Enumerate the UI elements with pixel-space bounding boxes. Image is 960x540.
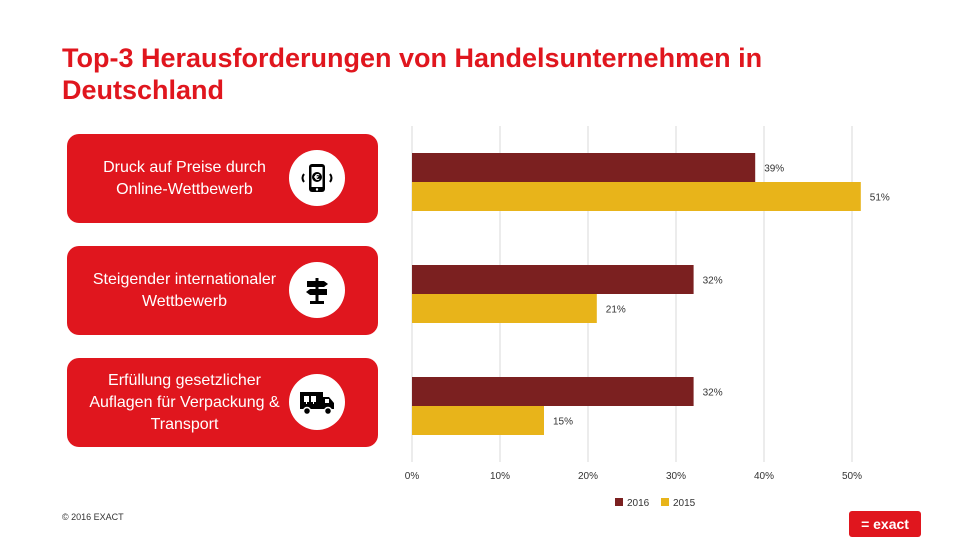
data-label: 39% bbox=[764, 164, 784, 175]
category-label: Steigender internationaler Wettbewerb bbox=[92, 270, 277, 310]
category-label: Druck auf Preise durch Online-Wettbewerb bbox=[103, 158, 266, 198]
bar-2015-2 bbox=[412, 294, 597, 323]
bar-2016-3 bbox=[412, 377, 694, 406]
smartphone-euro-icon: € bbox=[289, 150, 345, 206]
data-label: 15% bbox=[553, 417, 573, 428]
exact-logo: = exact bbox=[849, 511, 921, 537]
legend-swatch-2015 bbox=[661, 498, 669, 506]
x-tick-label: 40% bbox=[754, 471, 774, 482]
category-card-legal-requirements: Erfüllung gesetzlicher Auflagen für Verp… bbox=[67, 358, 378, 447]
legend-label-2016: 2016 bbox=[627, 498, 650, 509]
bar-2016-2 bbox=[412, 265, 694, 294]
bar-2015-1 bbox=[412, 182, 861, 211]
x-tick-label: 50% bbox=[842, 471, 862, 482]
x-tick-label: 30% bbox=[666, 471, 686, 482]
page-title: Top-3 Herausforderungen von Handelsunter… bbox=[62, 43, 763, 105]
delivery-truck-icon bbox=[289, 374, 345, 430]
legend-label-2015: 2015 bbox=[673, 498, 696, 509]
x-tick-label: 0% bbox=[405, 471, 420, 482]
data-label: 51% bbox=[870, 193, 890, 204]
data-label: 21% bbox=[606, 305, 626, 316]
copyright-footer: © 2016 EXACT bbox=[62, 512, 124, 522]
x-tick-label: 10% bbox=[490, 471, 510, 482]
category-label: Erfüllung gesetzlicher Auflagen für Verp… bbox=[89, 371, 280, 433]
signpost-icon bbox=[289, 262, 345, 318]
category-card-price-pressure: Druck auf Preise durch Online-Wettbewerb… bbox=[67, 134, 378, 223]
svg-text:€: € bbox=[313, 173, 320, 182]
x-tick-label: 20% bbox=[578, 471, 598, 482]
data-label: 32% bbox=[703, 276, 723, 287]
legend-swatch-2016 bbox=[615, 498, 623, 506]
bar-2015-3 bbox=[412, 406, 544, 435]
category-card-international-competition: Steigender internationaler Wettbewerb bbox=[67, 246, 378, 335]
data-label: 32% bbox=[703, 388, 723, 399]
bar-2016-1 bbox=[412, 153, 756, 182]
